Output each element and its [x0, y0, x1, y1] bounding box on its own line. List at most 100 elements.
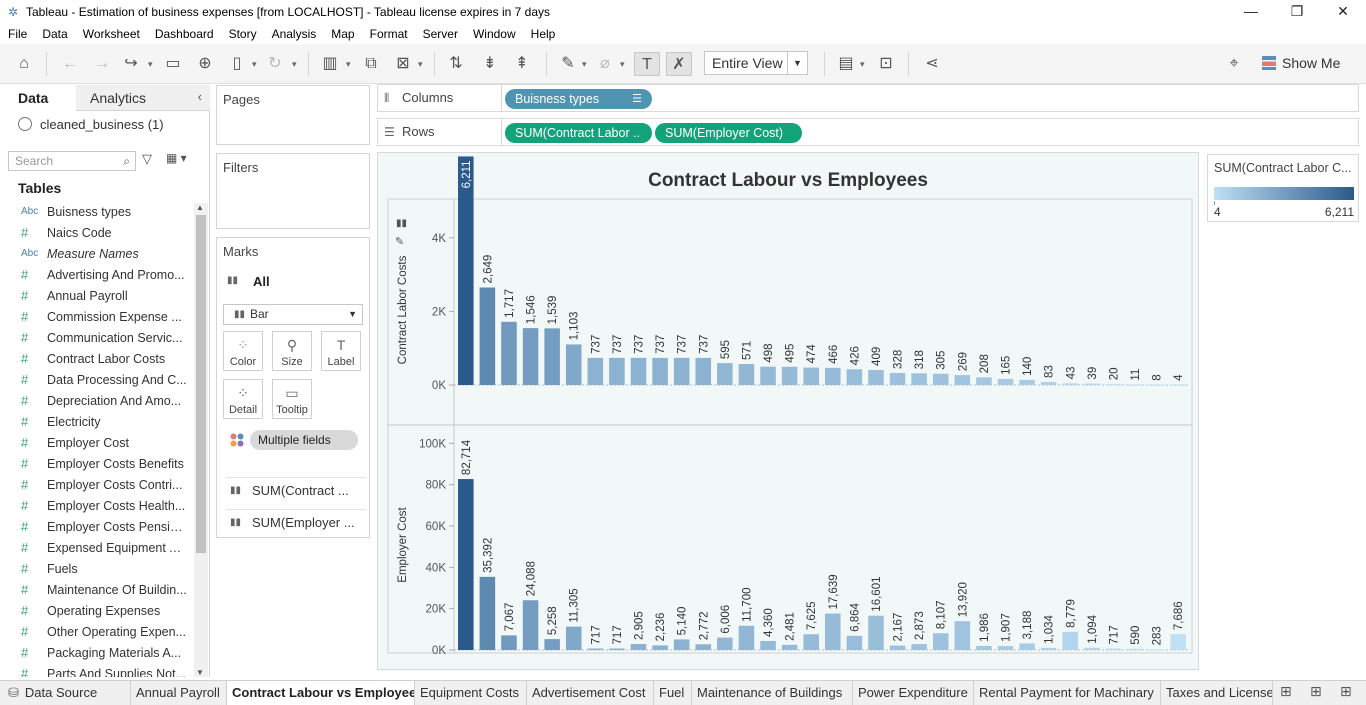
bar[interactable]	[825, 367, 841, 385]
bar[interactable]	[458, 479, 474, 650]
bar[interactable]	[1019, 643, 1035, 650]
field-item[interactable]: # Parts And Supplies Not...	[0, 663, 192, 677]
bar[interactable]	[458, 156, 474, 385]
bar[interactable]	[781, 366, 798, 385]
bar[interactable]	[1062, 383, 1079, 385]
field-item[interactable]: Abc Buisness types	[0, 201, 192, 222]
bar[interactable]	[997, 646, 1014, 650]
field-item[interactable]: # Employer Costs Pensio...	[0, 516, 192, 537]
search-input[interactable]: Search ⌕	[8, 151, 136, 171]
field-item[interactable]: # Expensed Equipment A...	[0, 537, 192, 558]
bar[interactable]	[868, 369, 884, 385]
menu-server[interactable]: Server	[422, 27, 458, 41]
bar[interactable]	[673, 639, 690, 650]
field-item[interactable]: # Other Operating Expen...	[0, 621, 192, 642]
bar[interactable]	[1084, 383, 1100, 385]
menu-map[interactable]: Map	[331, 27, 355, 41]
bar[interactable]	[911, 373, 927, 385]
show-me-button[interactable]: Show Me	[1262, 52, 1362, 74]
bar[interactable]	[1148, 384, 1165, 386]
bar[interactable]	[673, 357, 690, 385]
fit-dropdown[interactable]: Entire View ▼	[704, 51, 808, 75]
bar[interactable]	[976, 377, 992, 385]
bar[interactable]	[587, 357, 604, 385]
menu-story[interactable]: Story	[228, 27, 257, 41]
menu-analysis[interactable]: Analysis	[271, 27, 317, 41]
sheet-tab[interactable]: Equipment Costs	[415, 681, 527, 705]
field-item[interactable]: # Communication Servic...	[0, 327, 192, 348]
show-mark-labels-icon[interactable]: T	[634, 52, 660, 76]
menu-file[interactable]: File	[8, 27, 28, 41]
bar-chart[interactable]: Contract Labour vs Employees ▮▮ ✎ Contract …	[378, 153, 1198, 669]
bar[interactable]	[738, 625, 755, 650]
sheet-tab[interactable]: Contract Labour vs Employees	[227, 681, 415, 705]
columns-shelf[interactable]: ⦀ Columns Buisness types ☰	[377, 84, 1359, 112]
bar[interactable]	[479, 576, 496, 650]
bar[interactable]	[522, 600, 539, 650]
menu-dashboard[interactable]: Dashboard	[154, 27, 214, 41]
presentation-mode-icon[interactable]: ⊡	[879, 55, 893, 72]
view-options-icon[interactable]: ▦ ▾	[166, 151, 187, 165]
bar[interactable]	[717, 363, 733, 385]
home-icon[interactable]: ⌂	[19, 55, 29, 72]
rows-pill-employer-cost[interactable]: SUM(Employer Cost)	[655, 123, 802, 143]
highlight-icon[interactable]: ✎	[561, 55, 575, 72]
bar[interactable]	[932, 373, 949, 385]
marks-all-label[interactable]: All	[253, 274, 270, 289]
bar[interactable]	[544, 639, 560, 650]
menu-window[interactable]: Window	[472, 27, 516, 41]
tab-analytics[interactable]: Analytics ‹	[76, 85, 210, 111]
bar[interactable]	[868, 615, 884, 650]
bar[interactable]	[695, 644, 712, 650]
new-worksheet-icon[interactable]: ▥	[322, 55, 338, 72]
tab-data[interactable]: Data	[0, 85, 76, 111]
field-item[interactable]: # Fuels	[0, 558, 192, 579]
bar[interactable]	[609, 648, 625, 650]
bar[interactable]	[609, 357, 625, 385]
field-item[interactable]: # Employer Cost	[0, 432, 192, 453]
bar[interactable]	[501, 635, 517, 650]
multiple-fields-pill[interactable]: Multiple fields	[250, 430, 358, 450]
bar[interactable]	[738, 363, 755, 385]
replay-icon[interactable]: ↪	[124, 55, 138, 72]
sheet-tab[interactable]: Maintenance of Buildings	[692, 681, 853, 705]
field-item[interactable]: # Annual Payroll	[0, 285, 192, 306]
bar[interactable]	[1127, 384, 1143, 386]
bar[interactable]	[695, 357, 712, 385]
scroll-down-icon[interactable]: ▼	[196, 668, 204, 677]
detail-button[interactable]: ⁘ Detail	[223, 379, 263, 419]
field-item[interactable]: # Commission Expense ...	[0, 306, 192, 327]
pages-card[interactable]: Pages	[216, 85, 370, 145]
sheet-tab[interactable]: Taxes and License	[1161, 681, 1273, 705]
bar[interactable]	[501, 321, 517, 385]
rows-shelf[interactable]: ☰ Rows SUM(Contract Labor .. SUM(Employer…	[377, 118, 1359, 146]
tooltip-pin-icon[interactable]: ⌖	[1229, 55, 1239, 72]
field-item[interactable]: # Electricity	[0, 411, 192, 432]
pin-icon[interactable]: ✎	[395, 236, 404, 248]
bar[interactable]	[587, 648, 604, 650]
close-button[interactable]: ✕	[1337, 3, 1349, 19]
mark-type-dropdown[interactable]: ▮▮ Bar ▼	[223, 304, 363, 325]
sheet-tab[interactable]: Advertisement Cost	[527, 681, 654, 705]
filter-icon[interactable]: ▽	[142, 151, 152, 166]
sort-descending-icon[interactable]: ⇞	[515, 55, 529, 72]
bar[interactable]	[652, 357, 668, 385]
bar[interactable]	[1040, 381, 1057, 385]
field-item[interactable]: # Maintenance Of Buildin...	[0, 579, 192, 600]
bar[interactable]	[630, 357, 647, 385]
color-legend[interactable]: SUM(Contract Labor C... 4 6,211	[1207, 154, 1359, 222]
field-item[interactable]: # Data Processing And C...	[0, 369, 192, 390]
sort-indicator-icon[interactable]: ▮▮	[396, 218, 407, 229]
sort-ascending-icon[interactable]: ⇟	[483, 55, 497, 72]
tooltip-button[interactable]: ▭ Tooltip	[272, 379, 312, 419]
pause-updates-icon[interactable]: ▯	[232, 55, 242, 72]
menu-data[interactable]: Data	[42, 27, 68, 41]
bar[interactable]	[760, 640, 776, 650]
sheet-tab[interactable]: Rental Payment for Machinary	[974, 681, 1161, 705]
fix-axes-icon[interactable]: ✗	[666, 52, 692, 76]
sheet-tab[interactable]: Power Expenditure	[853, 681, 974, 705]
redo-icon[interactable]: →	[94, 55, 110, 72]
bar[interactable]	[1040, 647, 1057, 650]
field-item[interactable]: # Packaging Materials A...	[0, 642, 192, 663]
bar[interactable]	[889, 372, 906, 385]
